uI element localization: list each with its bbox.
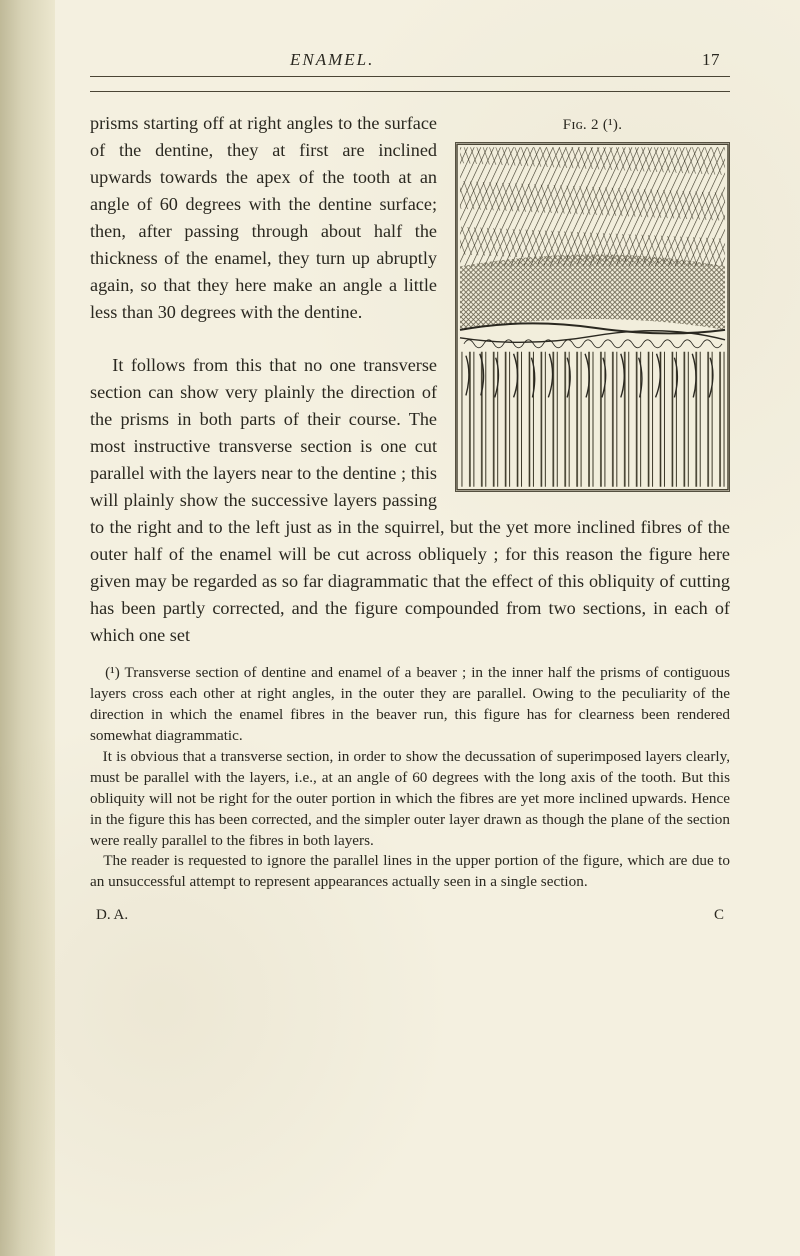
footnote-para-3: The reader is requested to ignore the pa… (90, 852, 730, 890)
main-text: Fɪɢ. 2 (¹). (90, 110, 730, 649)
page-number: 17 (702, 50, 720, 70)
paragraph-1: prisms starting off at right angles to t… (90, 113, 437, 322)
figure-caption: Fɪɢ. 2 (¹). (455, 114, 730, 136)
footnote-para-2: It is obvious that a transverse section,… (90, 748, 730, 849)
signature-line: D. A. C (90, 907, 730, 924)
footnote-marker: (¹) (105, 664, 120, 681)
signature-right: C (714, 907, 724, 924)
header-rule (90, 91, 730, 92)
figure-2: Fɪɢ. 2 (¹). (455, 114, 730, 500)
figure-illustration (455, 142, 730, 492)
page-content: ENAMEL. 17 Fɪɢ. 2 (¹). (90, 50, 730, 1230)
signature-left: D. A. (96, 907, 128, 924)
running-header: ENAMEL. 17 (90, 50, 730, 77)
spine-shadow (0, 0, 55, 1256)
running-title: ENAMEL. (290, 50, 374, 70)
footnote-block: (¹) Transverse section of dentine and en… (90, 663, 730, 894)
footnote-para-1: Transverse section of dentine and enamel… (90, 664, 730, 744)
